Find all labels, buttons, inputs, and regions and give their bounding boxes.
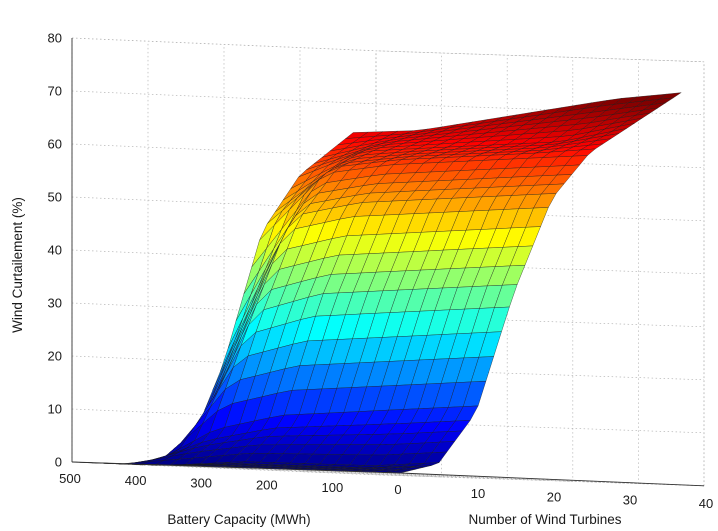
z-axis-label: Wind Curtailement (%) <box>10 197 25 333</box>
y-tick-label: 30 <box>623 493 637 508</box>
z-tick-label: 80 <box>48 31 62 46</box>
x-axis-label: Battery Capacity (MWh) <box>167 512 310 527</box>
x-gridline <box>268 57 574 482</box>
z-tick-label: 20 <box>48 349 62 364</box>
y-tick-label: 10 <box>471 486 485 501</box>
x-tick-label: 500 <box>59 471 81 486</box>
z-gridline <box>71 37 705 63</box>
z-tick-label: 0 <box>55 455 62 470</box>
y-gridline <box>299 47 629 483</box>
x-tick-label: 400 <box>125 473 147 488</box>
y-gridline <box>223 44 553 480</box>
x-tick-label: 0 <box>394 482 401 497</box>
x-axis-line <box>71 461 401 474</box>
z-tick-label: 70 <box>48 84 62 99</box>
box-edge <box>71 37 377 52</box>
x-tick-label: 100 <box>322 480 344 495</box>
tick-labels: 0 10 20 30 40 50 60 70 80 500 400 300 200 100 0 10 20 30 4… <box>48 31 714 511</box>
z-tick-label: 50 <box>48 190 62 205</box>
y-tick-label: 20 <box>547 489 561 504</box>
z-tick-label: 40 <box>48 243 62 258</box>
axes <box>71 38 705 487</box>
surface <box>71 92 682 474</box>
z-tick-label: 60 <box>48 137 62 152</box>
z-tick-label: 10 <box>48 402 62 417</box>
z-tick-label: 30 <box>48 296 62 311</box>
y-axis-label: Number of Wind Turbines <box>468 512 621 527</box>
y-axis-line <box>399 472 705 487</box>
y-gridline <box>147 41 477 477</box>
x-tick-label: 300 <box>190 475 212 490</box>
box-edge <box>375 50 705 63</box>
x-tick-label: 200 <box>256 478 278 493</box>
z-gridline <box>71 90 705 116</box>
y-tick-label: 40 <box>699 496 713 511</box>
